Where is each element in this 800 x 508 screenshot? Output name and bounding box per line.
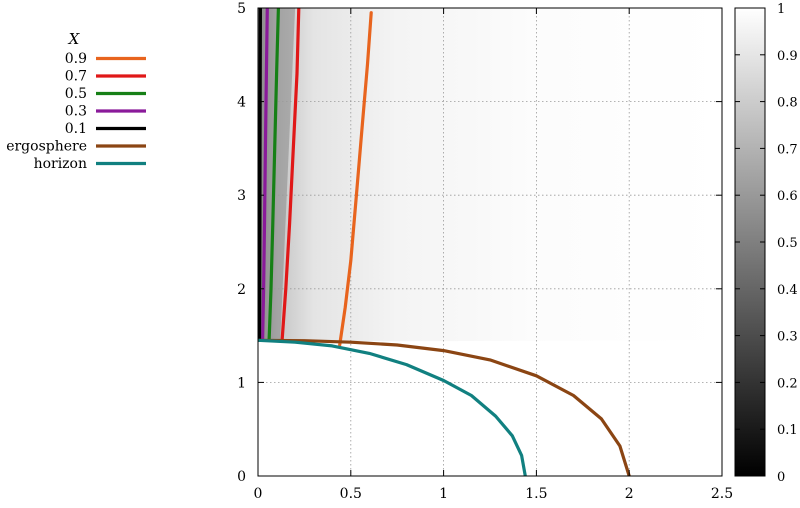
y-tick-label: 4 bbox=[237, 95, 246, 111]
y-tick-label: 2 bbox=[237, 282, 246, 298]
colorbar-tick-label: 0.3 bbox=[777, 330, 798, 345]
legend-label: 0.3 bbox=[65, 104, 87, 120]
colorbar-tick-label: 0.1 bbox=[777, 423, 798, 438]
colorbar-tick-label: 0.4 bbox=[777, 283, 798, 298]
y-tick-label: 0 bbox=[237, 469, 246, 485]
series-line-0-1 bbox=[258, 8, 262, 342]
x-tick-label: 2 bbox=[625, 486, 634, 502]
heatmap-background bbox=[258, 8, 722, 342]
colorbar-tick-label: 0.8 bbox=[777, 96, 798, 111]
colorbar: 0 0.1 0.2 0.3 0.4 0.5 0.6 0.7 0.8 0.9 1 bbox=[734, 2, 798, 485]
legend-label: horizon bbox=[34, 156, 87, 172]
x-tick-label: 0.5 bbox=[340, 486, 362, 502]
colorbar-tick-label: 0.5 bbox=[777, 236, 798, 251]
series-line-horizon bbox=[258, 338, 527, 476]
legend-label: 0.7 bbox=[65, 69, 87, 85]
x-tick-label: 0 bbox=[254, 486, 263, 502]
x-tick-label: 1 bbox=[439, 486, 448, 502]
y-tick-label: 5 bbox=[237, 1, 246, 17]
legend-title: X bbox=[68, 30, 81, 48]
x-axis: 0 0.5 1 1.5 2 2.5 bbox=[254, 8, 733, 502]
series-layer bbox=[258, 8, 631, 476]
y-tick-label: 1 bbox=[237, 375, 246, 391]
series-line-0-5 bbox=[267, 8, 280, 342]
colorbar-tick-label: 0 bbox=[777, 470, 785, 485]
series-line-0-7 bbox=[280, 8, 301, 342]
y-tick-label: 3 bbox=[237, 188, 246, 204]
x-tick-label: 1.5 bbox=[525, 486, 547, 502]
legend-label: 0.1 bbox=[65, 121, 87, 137]
series-line-0-3 bbox=[261, 8, 269, 342]
x-tick-label: 2.5 bbox=[711, 486, 733, 502]
legend-label: 0.5 bbox=[65, 86, 87, 102]
series-line-ergosphere bbox=[258, 338, 631, 476]
plot-frame bbox=[257, 7, 723, 477]
series-line-0-9 bbox=[338, 11, 373, 347]
legend-label: ergosphere bbox=[6, 139, 87, 155]
colorbar-tick-label: 0.6 bbox=[777, 189, 798, 204]
colorbar-tick-label: 0.9 bbox=[777, 49, 798, 64]
y-axis: 0 1 2 3 4 5 bbox=[237, 1, 722, 485]
colorbar-tick-label: 0.7 bbox=[777, 142, 798, 157]
colorbar-tick-label: 1 bbox=[777, 2, 785, 17]
colorbar-tick-label: 0.2 bbox=[777, 376, 798, 391]
legend-label: 0.9 bbox=[65, 51, 87, 67]
grid bbox=[258, 8, 722, 476]
